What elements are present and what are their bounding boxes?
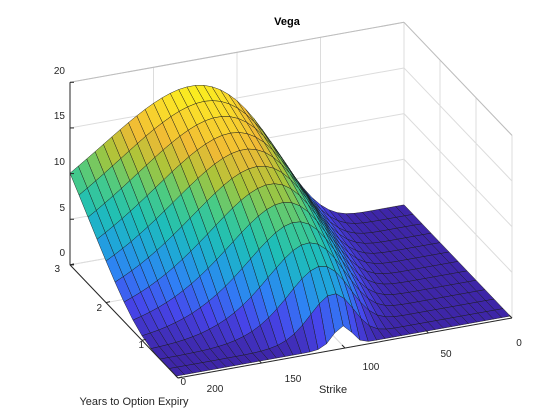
x-tick-label: 50 [440, 349, 452, 360]
x-tick-mark [508, 314, 513, 319]
y-tick-mark [69, 263, 75, 266]
axis-lines [69, 81, 513, 379]
x-tick-label: 200 [207, 384, 224, 395]
x-tick-mark [174, 374, 179, 379]
z-tick-label: 5 [59, 203, 65, 214]
grid-line [69, 67, 405, 129]
y-axis-label: Years to Option Expiry [79, 396, 189, 408]
y-tick-label: 2 [96, 303, 102, 314]
x-tick-label: 0 [516, 338, 522, 349]
z-tick-label: 10 [54, 157, 66, 168]
grid-line [403, 67, 513, 182]
surface-plot[interactable] [69, 84, 511, 377]
z-axis-ticks: 0 5 10 15 20 [54, 66, 66, 259]
x-tick-label: 100 [363, 362, 380, 373]
x-tick-label: 150 [285, 374, 302, 385]
y-tick-label: 1 [138, 340, 144, 351]
x-tick-mark [341, 344, 346, 349]
box-edge [403, 21, 513, 136]
x-axis-label: Strike [319, 384, 347, 396]
y-axis-ticks: 0 1 2 3 [54, 264, 186, 388]
z-tick-label: 20 [54, 66, 66, 77]
y-tick-label: 3 [54, 264, 60, 275]
y-tick-mark [105, 301, 111, 304]
axis-line [69, 264, 179, 379]
z-tick-label: 15 [54, 111, 66, 122]
y-tick-label: 0 [180, 377, 186, 388]
y-tick-mark [141, 338, 147, 341]
grid-line [403, 158, 513, 273]
x-tick-mark [258, 359, 262, 364]
chart-title: Vega [274, 16, 301, 28]
box-edge [69, 21, 405, 83]
x-axis-ticks: 200 150 100 50 0 [207, 338, 523, 395]
z-tick-label: 0 [59, 248, 65, 259]
y-tick-mark [177, 376, 183, 379]
x-tick-mark [425, 329, 429, 334]
grid-line [403, 113, 513, 228]
